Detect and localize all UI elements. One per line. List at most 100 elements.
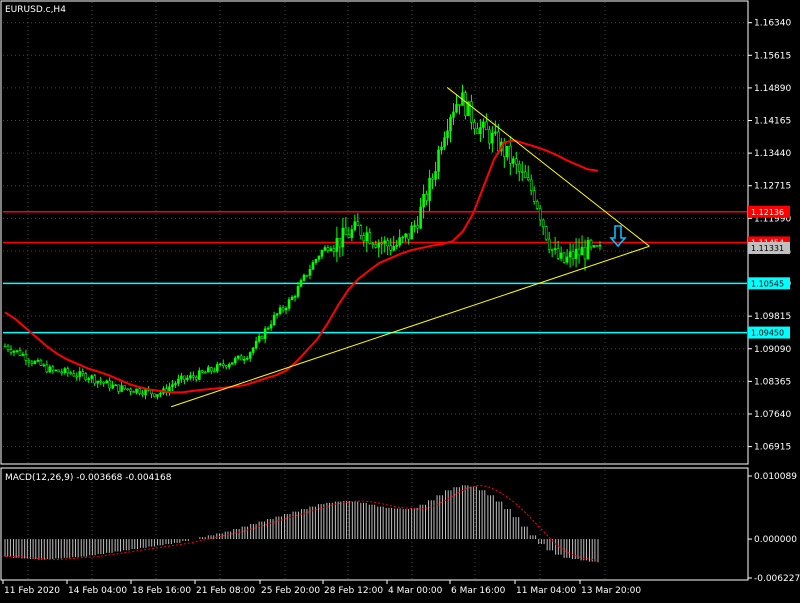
candle-body	[523, 171, 527, 178]
candle-body	[123, 385, 126, 390]
candle-body	[30, 361, 34, 364]
candle-body	[514, 158, 518, 165]
candle-body	[344, 227, 348, 235]
down-arrow-icon[interactable]	[609, 225, 627, 248]
candle-body	[565, 256, 569, 263]
candle-body	[218, 363, 222, 366]
candle-body	[141, 393, 144, 396]
macd-axis-label: 0.000000	[754, 535, 797, 545]
candle-body	[257, 335, 261, 342]
time-tick-label: 25 Feb 20:00	[261, 586, 320, 596]
candle-body	[332, 248, 336, 252]
triangle-trendlines[interactable]	[170, 87, 650, 408]
horizontal-levels[interactable]	[3, 211, 747, 334]
candle-body	[422, 193, 425, 208]
price-tick-label: 1.06915	[754, 443, 791, 453]
candle-body	[108, 380, 111, 389]
time-tick-label: 21 Feb 08:00	[196, 586, 255, 596]
candle-body	[553, 248, 557, 251]
candle-body	[302, 274, 306, 281]
candle-body	[509, 145, 512, 164]
candle-body	[60, 371, 64, 374]
level-resistance-high-tag-label: 1.12136	[751, 208, 784, 217]
candle-body	[99, 380, 102, 383]
candle-body	[90, 375, 94, 379]
candle-body	[407, 233, 410, 240]
candle-body	[57, 369, 61, 373]
candle-body	[311, 262, 315, 270]
moving-average-line	[4, 139, 599, 394]
price-tick-label: 1.12715	[754, 182, 791, 192]
candle-body	[440, 146, 443, 151]
candle-body	[410, 225, 413, 240]
candle-body	[559, 252, 563, 259]
time-tick-label: 14 Feb 04:00	[68, 586, 127, 596]
time-tick-label: 18 Feb 16:00	[132, 586, 191, 596]
candle-body	[416, 225, 419, 229]
candle-body	[36, 359, 40, 362]
candle-body	[278, 307, 282, 315]
price-panel-frame	[0, 0, 749, 465]
candle-body	[177, 378, 180, 384]
candle-body	[320, 250, 324, 257]
candle-body	[473, 121, 476, 130]
candle-body	[458, 104, 461, 106]
candle-body	[129, 388, 132, 392]
candle-body	[494, 131, 497, 134]
candle-body	[135, 388, 138, 393]
candle-body	[506, 145, 509, 158]
candle-body	[171, 384, 174, 388]
candle-body	[431, 177, 434, 180]
candle-body	[485, 121, 488, 131]
candle-body	[12, 350, 16, 353]
macd-axis-label: 0.010089	[754, 472, 797, 482]
candle-body	[538, 208, 542, 221]
candle-body	[42, 364, 46, 367]
candle-body	[395, 244, 398, 247]
price-tick-label: 1.11990	[754, 214, 791, 224]
candle-body	[210, 367, 213, 372]
candle-body	[595, 245, 599, 247]
candle-body	[204, 371, 207, 374]
time-tick-label: 6 Mar 16:00	[451, 586, 506, 596]
candle-body	[284, 307, 288, 311]
candle-body	[404, 233, 407, 238]
level-support-high-tag-label: 1.10545	[751, 279, 784, 288]
candle-body	[428, 177, 431, 201]
candle-body	[547, 238, 551, 250]
candle-body	[132, 391, 135, 393]
candle-body	[63, 368, 67, 373]
candle-body	[269, 324, 273, 329]
candle-body	[526, 177, 530, 181]
candle-body	[120, 385, 123, 392]
candle-body	[236, 355, 240, 359]
candle-body	[398, 237, 401, 246]
candle-body	[377, 242, 381, 248]
candle-body	[455, 104, 458, 113]
candle-body	[114, 384, 117, 387]
candle-body	[254, 341, 258, 349]
macd-signal-line	[5, 484, 599, 561]
candle-body	[281, 307, 285, 311]
price-tick-label: 1.09090	[754, 345, 791, 355]
candle-body	[84, 373, 88, 381]
candle-body	[386, 240, 390, 247]
candle-body	[476, 128, 479, 134]
moving-average	[4, 139, 599, 394]
candle-body	[69, 372, 73, 375]
candle-body	[347, 234, 351, 238]
candle-body	[532, 190, 536, 202]
candle-body	[48, 366, 52, 373]
candle-body	[541, 219, 545, 227]
candle-body	[260, 335, 264, 339]
candle-body	[105, 380, 108, 384]
candle-body	[251, 347, 255, 353]
price-axis: 1.16340 1.15615 1.14890 1.14165 1.13440 1.127…	[748, 19, 791, 453]
candle-body	[544, 226, 548, 240]
candle-body	[425, 193, 428, 201]
candle-body	[153, 393, 156, 397]
candle-body	[580, 246, 584, 256]
candle-body	[9, 349, 13, 353]
candle-body	[470, 101, 473, 123]
